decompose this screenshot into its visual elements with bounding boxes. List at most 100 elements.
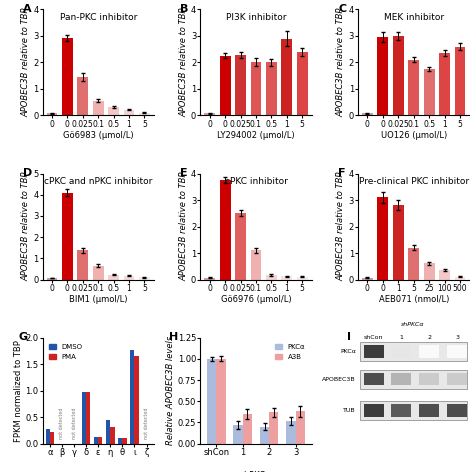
X-axis label: AEB071 (nmol/L): AEB071 (nmol/L) [379,295,449,304]
Text: not detected: not detected [72,408,77,439]
Bar [282,39,292,115]
Bar [269,413,278,444]
Bar [98,438,102,444]
Bar [235,55,246,115]
Bar [455,47,465,115]
Bar [360,401,467,421]
Bar [124,276,135,279]
Text: G: G [18,332,27,343]
Text: 2: 2 [427,335,431,340]
Bar [364,405,384,417]
Text: 3: 3 [455,335,459,340]
X-axis label: BIM1 (μmol/L): BIM1 (μmol/L) [69,295,128,304]
Bar [364,373,384,386]
Text: C: C [338,4,346,14]
Bar [93,266,104,279]
Text: not detected: not detected [144,408,149,439]
Text: H: H [169,332,179,343]
Bar [286,421,296,444]
Bar [419,373,439,386]
Text: E: E [181,169,188,178]
Text: TUB: TUB [343,408,356,413]
Bar [46,430,50,444]
Y-axis label: APOBEC3B relative to TBP: APOBEC3B relative to TBP [179,172,188,281]
Bar [235,213,246,279]
X-axis label: Gö6983 (μmol/L): Gö6983 (μmol/L) [63,131,134,140]
Legend: PKCα, A3B: PKCα, A3B [273,341,308,362]
Bar [110,427,115,444]
Bar [243,414,252,444]
Text: APOBEC3B: APOBEC3B [322,377,356,381]
Bar [260,427,269,444]
Y-axis label: APOBEC3B relative to TBP: APOBEC3B relative to TBP [21,172,30,281]
Bar [377,37,388,115]
Bar [393,36,404,115]
Bar [447,345,467,358]
Bar [447,373,467,386]
Bar [419,405,439,417]
Text: shPKCα: shPKCα [401,322,424,327]
Bar [220,180,230,279]
Bar [46,278,57,279]
Bar [234,425,243,444]
Text: F: F [338,169,346,178]
Bar [439,53,450,115]
Bar [93,101,104,115]
Text: PKCα: PKCα [340,349,356,354]
Bar [216,359,226,444]
Bar [62,193,73,279]
Bar [251,62,261,115]
Text: 1: 1 [400,335,403,340]
Text: A: A [23,4,31,14]
Bar [282,276,292,279]
Bar [447,405,467,417]
Bar [207,359,216,444]
Bar [139,278,150,279]
Bar [392,405,411,417]
Bar [62,38,73,115]
Text: cPKC inhibitor: cPKC inhibitor [225,177,287,186]
Bar [392,345,411,358]
Bar [362,278,373,279]
Text: B: B [181,4,189,14]
Bar [424,263,435,279]
Bar [455,277,465,279]
Bar [82,392,86,444]
Bar [251,250,261,279]
Text: shPKCα: shPKCα [240,471,272,472]
Bar [139,113,150,115]
Bar [364,345,384,358]
Bar [135,356,139,444]
X-axis label: UO126 (μmol/L): UO126 (μmol/L) [381,131,447,140]
Bar [297,52,308,115]
Bar [118,438,122,444]
Bar [50,432,54,444]
Y-axis label: Relative APOBEC3B levels: Relative APOBEC3B levels [166,336,175,446]
Text: shCon: shCon [364,335,383,340]
Bar [77,251,88,279]
X-axis label: LY294002 (μmol/L): LY294002 (μmol/L) [217,131,295,140]
Bar [204,278,215,279]
Bar [362,113,373,115]
Bar [393,205,404,279]
Bar [360,370,467,388]
Bar [266,62,277,115]
Bar [392,373,411,386]
Bar [108,275,119,279]
Y-axis label: APOBEC3B relative to TBP: APOBEC3B relative to TBP [179,8,188,117]
Bar [77,77,88,115]
Bar [106,420,110,444]
Text: PI3K inhibitor: PI3K inhibitor [226,13,286,22]
Y-axis label: FPKM normalized to TBP: FPKM normalized to TBP [14,340,23,442]
Text: I: I [347,332,351,343]
Bar [377,197,388,279]
Bar [419,345,439,358]
Bar [124,110,135,115]
Bar [408,248,419,279]
Bar [86,392,91,444]
Bar [424,69,435,115]
Bar [408,60,419,115]
Text: Pre-clinical PKC inhibitor: Pre-clinical PKC inhibitor [359,177,469,186]
Y-axis label: APOBEC3B relative to TBP: APOBEC3B relative to TBP [337,8,346,117]
Legend: DMSO, PMA: DMSO, PMA [46,341,85,362]
